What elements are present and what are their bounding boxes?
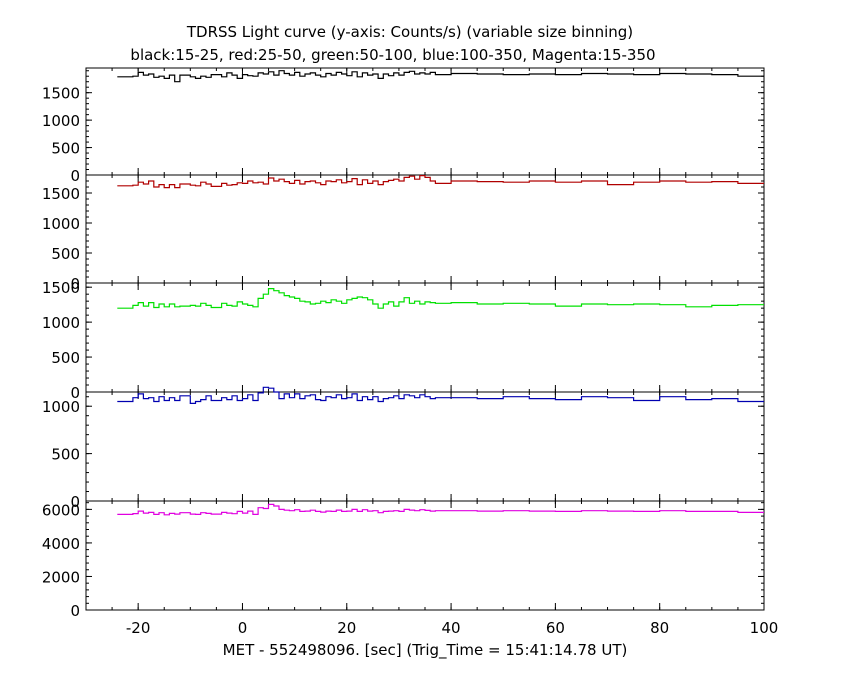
y-tick-label: 1000 (42, 112, 80, 130)
chart-subtitle: black:15-25, red:25-50, green:50-100, bl… (130, 46, 655, 64)
y-tick-label: 4000 (42, 535, 80, 553)
series-line-4 (117, 386, 764, 404)
x-tick-label: 20 (337, 619, 356, 637)
y-tick-label: 6000 (42, 501, 80, 519)
y-tick-label: 500 (51, 140, 80, 158)
y-tick-label: 1000 (42, 398, 80, 416)
series-line-1 (117, 70, 764, 83)
x-tick-label: 40 (442, 619, 461, 637)
y-tick-label: 0 (70, 384, 80, 402)
x-tick-label: -20 (126, 619, 151, 637)
x-tick-label: 100 (750, 619, 779, 637)
panels-group: 0500100015000500100015000500100015000500… (42, 67, 779, 637)
y-tick-label: 500 (51, 349, 80, 367)
y-tick-label: 500 (51, 245, 80, 263)
series-line-5 (117, 503, 764, 516)
chart-title: TDRSS Light curve (y-axis: Counts/s) (va… (186, 23, 633, 41)
y-tick-label: 1500 (42, 85, 80, 103)
y-tick-label: 2000 (42, 568, 80, 586)
series-line-2 (117, 175, 764, 189)
x-tick-label: 60 (546, 619, 565, 637)
y-tick-label: 1500 (42, 185, 80, 203)
panel-4: 0 500 1000 (42, 386, 765, 511)
y-tick-label: 1500 (42, 279, 80, 297)
series-line-3 (117, 288, 764, 309)
x-tick-label: 0 (238, 619, 248, 637)
y-tick-label: 0 (70, 167, 80, 185)
y-tick-label: 1000 (42, 215, 80, 233)
y-tick-label: 500 (51, 446, 80, 464)
x-axis-label: MET - 552498096. [sec] (Trig_Time = 15:4… (223, 641, 628, 660)
y-tick-label: 0 (70, 493, 80, 511)
x-tick-label: 80 (650, 619, 669, 637)
y-tick-label: 0 (70, 275, 80, 293)
y-tick-label: 1000 (42, 314, 80, 332)
y-tick-label: 0 (70, 602, 80, 620)
panel-5: 0 2000 4000 6000 (42, 500, 765, 620)
panel-3: 0 500 1000 1500 (42, 279, 765, 402)
